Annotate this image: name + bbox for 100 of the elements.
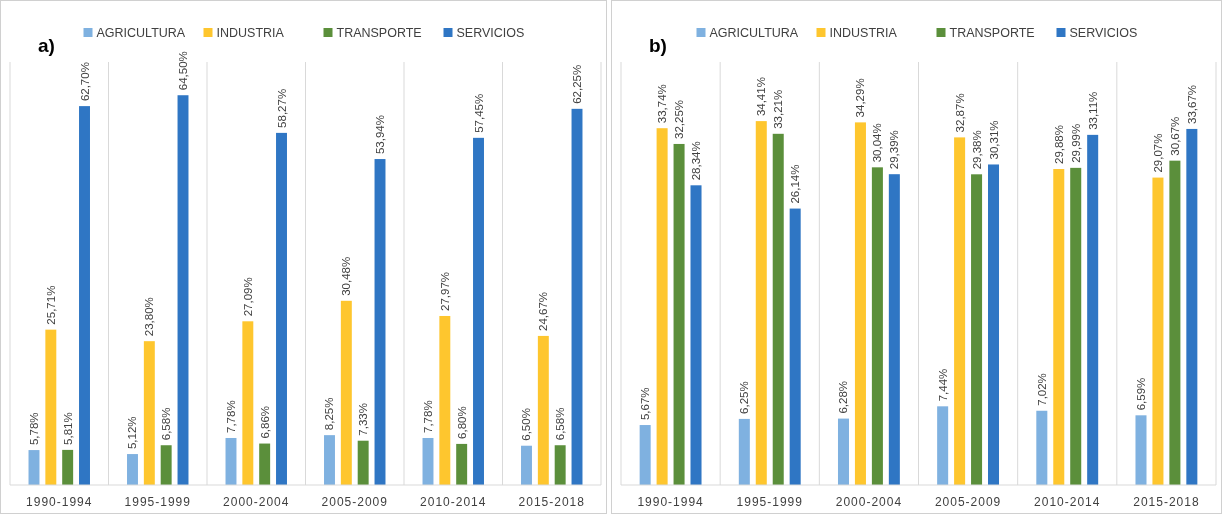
bar: [79, 106, 90, 485]
data-label: 7,78%: [224, 400, 237, 433]
bar: [871, 167, 883, 485]
data-label: 26,14%: [789, 164, 802, 204]
bar: [554, 445, 566, 485]
data-label: 6,86%: [258, 405, 271, 439]
bar: [888, 174, 900, 485]
bar: [1036, 410, 1048, 485]
data-label: 6,59%: [1134, 377, 1147, 411]
bar: [324, 435, 335, 485]
x-tick-label: 2010-2014: [1034, 495, 1101, 509]
bar: [837, 418, 849, 485]
legend-label: SERVICIOS: [456, 26, 525, 40]
data-label: 7,33%: [357, 403, 370, 436]
x-tick-label: 1990-1994: [26, 495, 93, 509]
x-tick-label: 2000-2004: [223, 495, 290, 509]
bar: [971, 174, 983, 485]
x-tick-label: 2015-2018: [518, 495, 585, 509]
data-label: 30,48%: [340, 256, 353, 296]
data-label: 29,88%: [1052, 125, 1065, 165]
data-label: 8,25%: [323, 397, 336, 431]
bar: [772, 133, 784, 485]
data-label: 29,07%: [1151, 133, 1164, 173]
data-label: 30,04%: [871, 123, 884, 163]
bar: [789, 208, 801, 485]
chart-title: b): [649, 35, 667, 56]
bar: [1186, 128, 1198, 485]
data-label: 62,25%: [571, 64, 584, 104]
chart-title: a): [38, 35, 55, 56]
data-label: 6,28%: [837, 380, 850, 414]
bar: [755, 121, 767, 485]
data-label: 32,87%: [953, 93, 966, 133]
data-label: 30,31%: [987, 120, 1000, 160]
bar: [738, 418, 750, 485]
bar: [1135, 415, 1147, 485]
data-label: 58,27%: [275, 88, 288, 128]
data-label: 27,97%: [438, 271, 451, 311]
bar: [854, 122, 866, 485]
data-label: 33,21%: [772, 89, 785, 129]
data-label: 32,25%: [673, 99, 686, 139]
bar: [571, 108, 583, 485]
bar: [521, 445, 532, 485]
bar: [673, 143, 685, 485]
data-label: 7,02%: [1035, 373, 1048, 406]
data-label: 5,67%: [639, 387, 652, 421]
data-label: 29,99%: [1069, 123, 1082, 163]
legend-label: TRANSPORTE: [336, 26, 422, 40]
bar: [374, 159, 386, 485]
bar: [656, 128, 668, 485]
data-label: 7,44%: [936, 368, 949, 402]
data-label: 30,67%: [1168, 116, 1181, 156]
data-label: 33,67%: [1185, 84, 1198, 124]
legend-label: TRANSPORTE: [949, 26, 1035, 40]
bar: [954, 137, 966, 485]
data-label: 33,74%: [656, 84, 669, 124]
bar: [127, 454, 138, 485]
bar: [45, 329, 57, 485]
legend-label: INDUSTRIA: [216, 26, 285, 40]
data-label: 6,58%: [160, 407, 173, 441]
bar: [1053, 169, 1065, 485]
bar: [259, 443, 271, 485]
data-label: 27,09%: [241, 277, 254, 317]
bar: [340, 300, 352, 485]
bar: [1070, 167, 1082, 485]
legend-label: SERVICIOS: [1069, 26, 1138, 40]
data-label: 25,71%: [44, 285, 57, 325]
x-tick-label: 2010-2014: [420, 495, 487, 509]
x-tick-label: 1995-1999: [124, 495, 191, 509]
data-label: 6,25%: [738, 381, 751, 414]
bar: [276, 132, 287, 485]
data-label: 7,78%: [421, 400, 434, 433]
data-label: 57,45%: [472, 93, 485, 133]
bar: [937, 406, 949, 485]
data-label: 5,78%: [27, 412, 40, 446]
bar: [690, 185, 702, 485]
x-tick-label: 2000-2004: [835, 495, 903, 509]
legend-label: INDUSTRIA: [829, 26, 898, 40]
bar: [473, 137, 484, 485]
bar: [1152, 177, 1164, 485]
data-label: 6,58%: [554, 407, 567, 441]
bar: [160, 445, 172, 485]
data-label: 6,80%: [455, 406, 468, 439]
bar: [988, 164, 1000, 485]
bar: [537, 335, 549, 485]
data-label: 64,50%: [177, 51, 190, 91]
x-tick-label: 2015-2018: [1133, 495, 1200, 509]
bar: [143, 341, 155, 485]
x-tick-label: 1995-1999: [736, 495, 803, 509]
data-label: 62,70%: [78, 62, 91, 102]
data-label: 34,41%: [755, 77, 768, 117]
bar: [177, 95, 189, 485]
data-label: 28,34%: [690, 141, 703, 181]
bar: [439, 315, 451, 485]
data-label: 29,38%: [970, 130, 983, 170]
bar: [1169, 160, 1181, 485]
legend-label: AGRICULTURA: [96, 26, 186, 40]
data-label: 23,80%: [143, 297, 156, 337]
data-label: 5,81%: [61, 412, 74, 445]
x-tick-label: 1990-1994: [637, 495, 704, 509]
data-label: 5,12%: [126, 416, 139, 450]
